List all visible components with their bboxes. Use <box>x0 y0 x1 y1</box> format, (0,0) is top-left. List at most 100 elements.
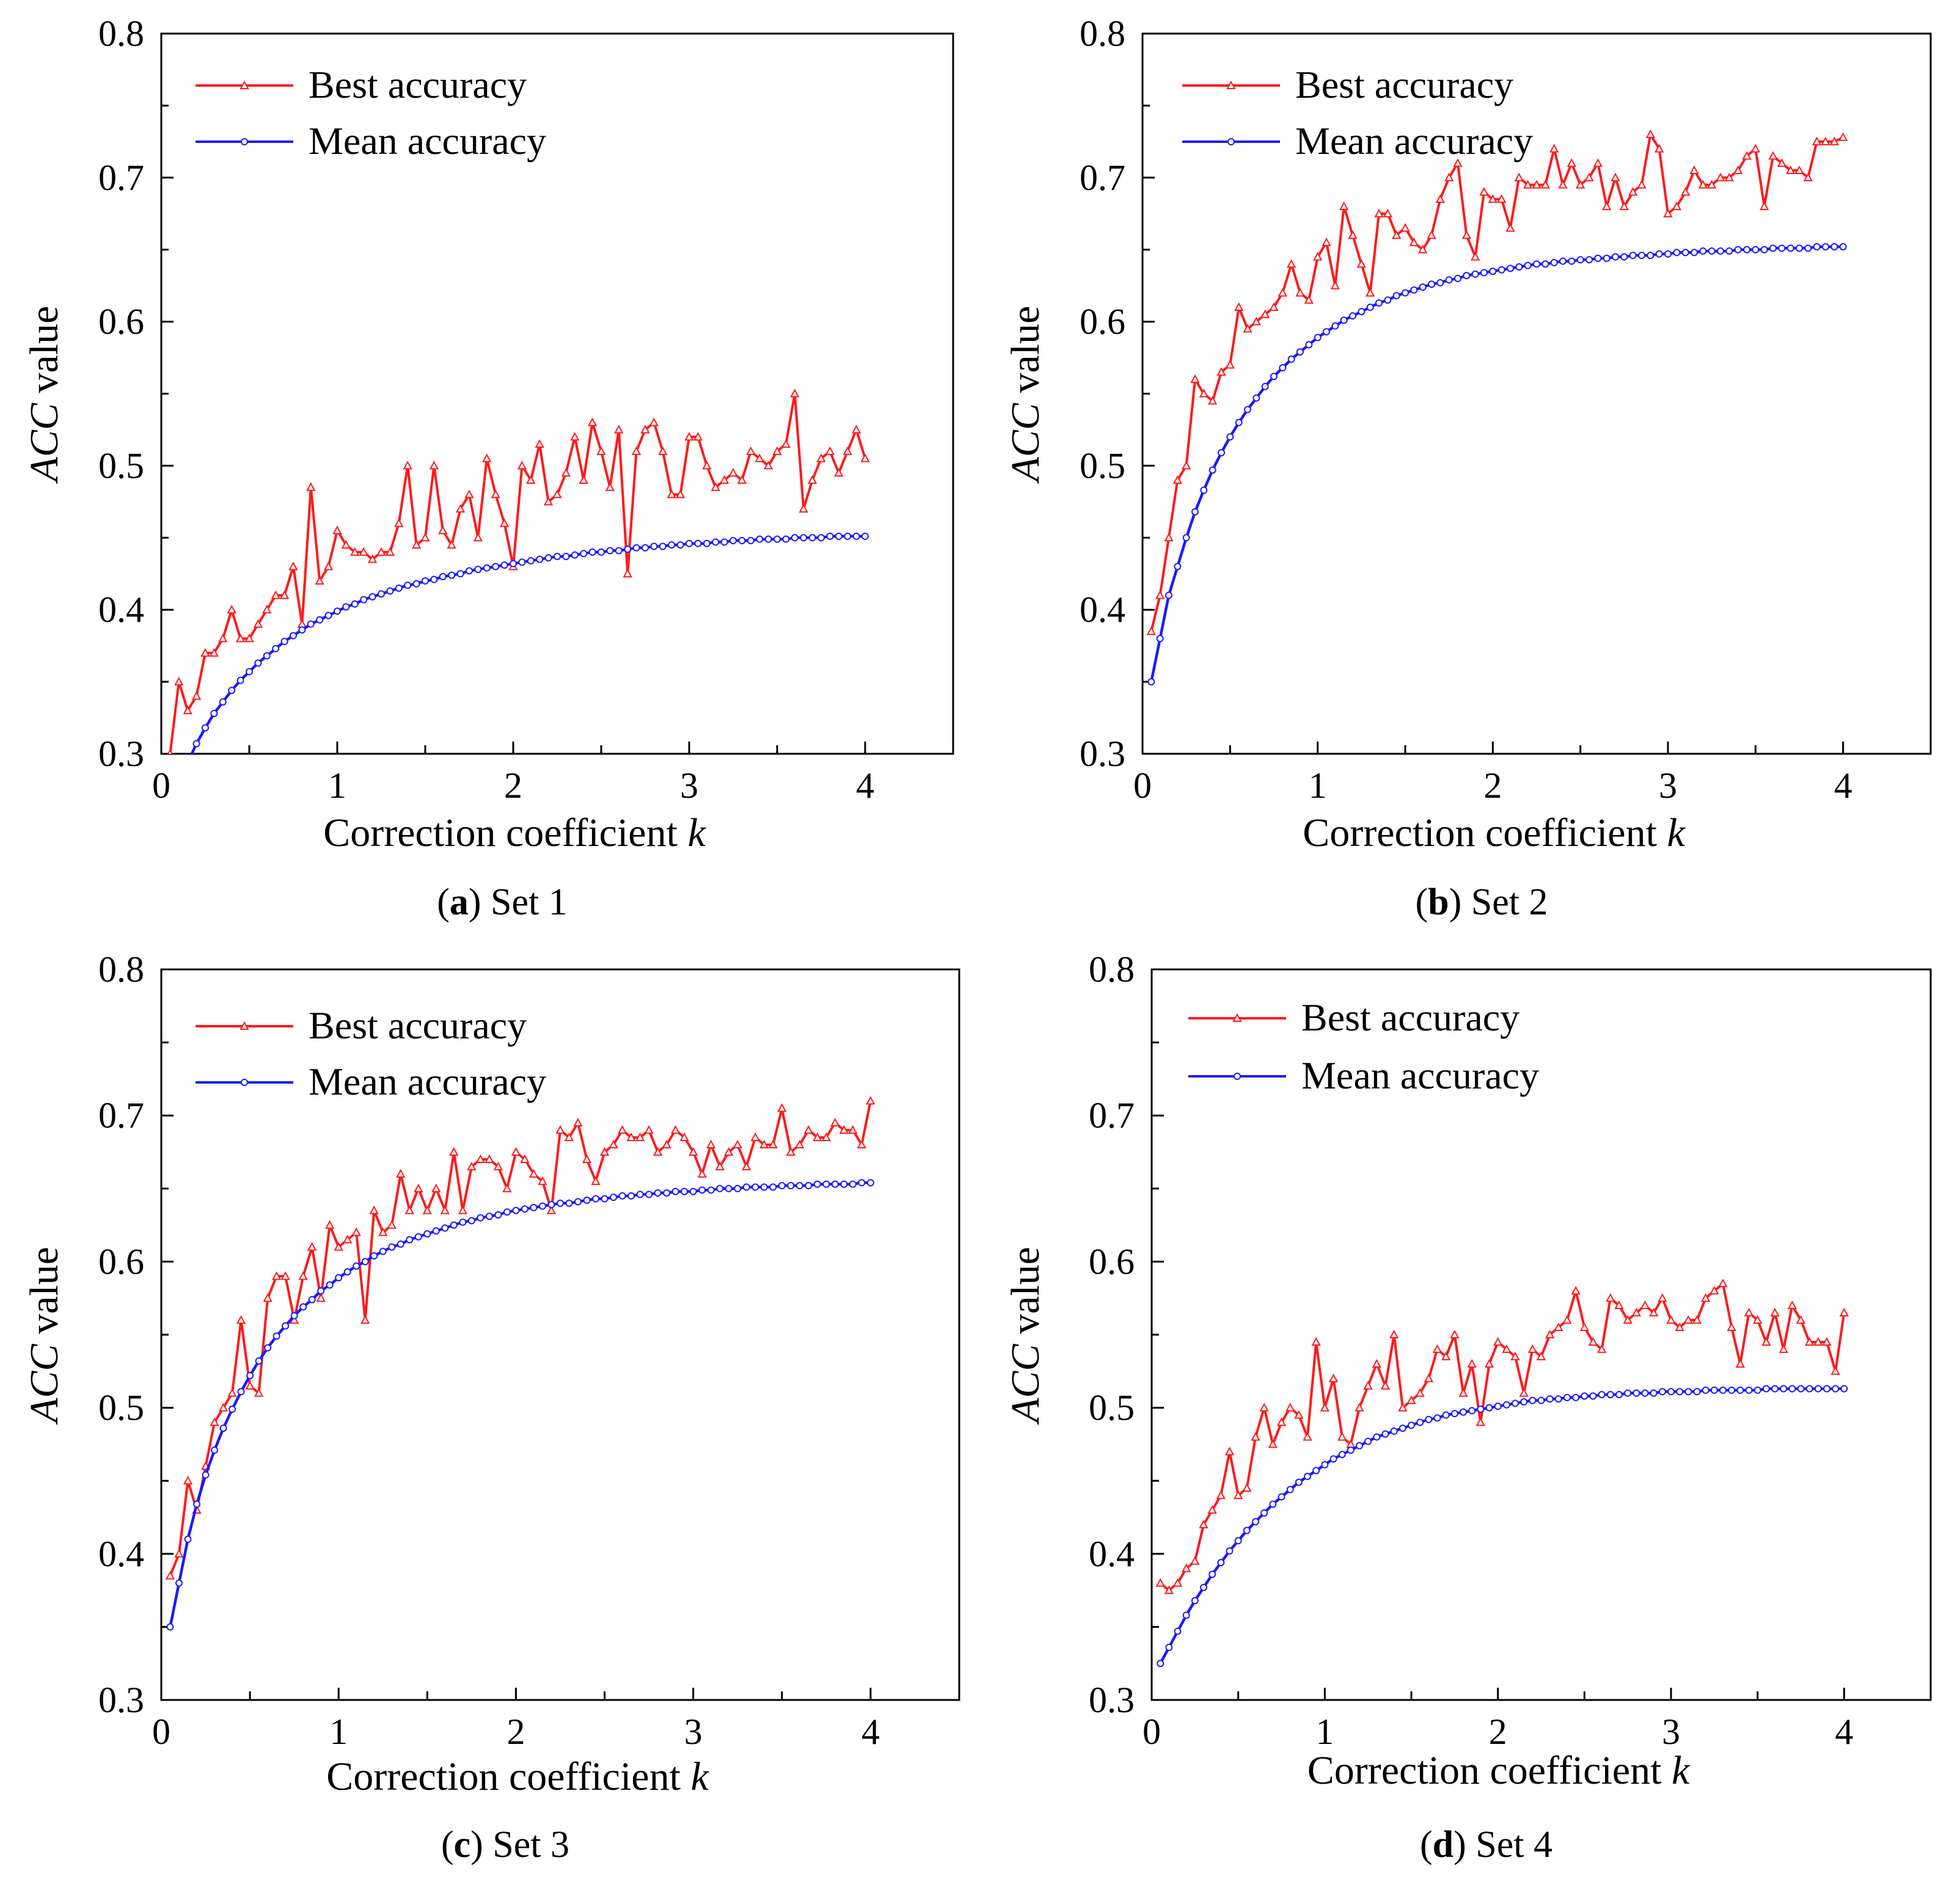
data-point <box>1814 1385 1822 1393</box>
data-point <box>1400 223 1410 232</box>
data-point <box>671 1187 679 1195</box>
data-point <box>1358 308 1366 316</box>
y-axis-label-text: value <box>1003 1247 1048 1344</box>
series-best-accuracy <box>1146 129 1848 635</box>
data-point <box>1349 312 1356 320</box>
data-point <box>298 626 306 634</box>
data-point <box>1663 208 1673 217</box>
data-point <box>1356 1442 1363 1450</box>
series-mean-accuracy <box>1157 1385 1848 1668</box>
data-point <box>1391 230 1402 239</box>
series-best-accuracy <box>165 1096 876 1580</box>
x-axis-label: Correction coefficient k <box>323 811 706 855</box>
data-point <box>1717 247 1724 255</box>
data-point <box>202 1471 210 1479</box>
data-point <box>1603 254 1611 262</box>
data-point <box>184 1535 192 1543</box>
data-point <box>676 541 684 549</box>
data-point <box>640 425 650 434</box>
y-tick-label: 0.5 <box>1080 445 1125 486</box>
data-point <box>494 1211 502 1219</box>
data-point <box>689 1187 697 1195</box>
panel-caption-tag: a <box>450 881 469 923</box>
data-point <box>316 616 324 624</box>
data-point <box>679 1132 689 1142</box>
data-point <box>538 1176 547 1185</box>
data-point <box>1770 1308 1780 1317</box>
x-tick-label: 2 <box>1489 1712 1507 1752</box>
data-point <box>227 605 236 614</box>
data-point <box>1269 302 1279 312</box>
data-point <box>262 605 272 614</box>
data-point <box>706 1139 716 1149</box>
data-point <box>1374 208 1384 217</box>
data-point <box>1355 1402 1364 1412</box>
data-point <box>1311 1337 1321 1346</box>
data-point <box>1779 1344 1788 1353</box>
data-point <box>492 563 500 571</box>
data-point <box>756 535 764 543</box>
data-point <box>1442 1411 1450 1419</box>
data-point <box>1416 1418 1424 1426</box>
data-point <box>1700 1293 1711 1302</box>
legend: Best accuracy Mean accuracy <box>196 63 546 162</box>
legend-label: Mean accuracy <box>309 119 546 162</box>
data-point <box>202 724 209 732</box>
data-point <box>1579 1322 1590 1332</box>
data-point <box>290 1311 298 1319</box>
data-point <box>596 446 606 455</box>
data-point <box>1312 252 1323 261</box>
data-point <box>564 1132 574 1142</box>
data-point <box>1567 158 1577 167</box>
data-point <box>1347 1446 1355 1454</box>
data-point <box>1514 172 1524 181</box>
data-point <box>781 439 791 448</box>
data-point <box>315 575 324 585</box>
y-tick-label: 0.3 <box>98 1680 144 1720</box>
data-point <box>583 1196 591 1204</box>
data-point <box>1759 201 1769 210</box>
data-point <box>1575 180 1585 189</box>
data-point <box>1699 247 1707 255</box>
data-point <box>1571 1286 1581 1295</box>
data-point <box>1830 1366 1840 1375</box>
x-tick-label: 3 <box>680 765 698 806</box>
data-point <box>1641 1389 1649 1397</box>
data-point <box>1725 247 1733 255</box>
data-point <box>1549 144 1559 153</box>
data-point <box>341 540 351 549</box>
data-point <box>554 552 561 560</box>
data-point <box>1200 1583 1207 1591</box>
data-point <box>1312 1467 1320 1475</box>
data-point <box>420 533 430 542</box>
data-point <box>1536 1351 1546 1360</box>
data-point <box>1675 1322 1684 1332</box>
data-point <box>1762 1385 1770 1393</box>
data-point <box>360 1315 370 1324</box>
data-point <box>730 537 737 545</box>
data-point <box>582 1154 592 1163</box>
data-point <box>1419 283 1427 291</box>
panel-caption-text: ) Set 4 <box>1454 1824 1552 1866</box>
y-tick-label: 0.3 <box>1089 1680 1135 1720</box>
x-tick-label: 2 <box>504 765 522 806</box>
data-point <box>1164 533 1174 542</box>
data-point <box>1706 180 1717 189</box>
panel-caption-text: ) Set 3 <box>470 1824 569 1866</box>
data-point <box>592 1195 600 1203</box>
data-point <box>1502 1401 1510 1409</box>
data-point <box>1650 1389 1658 1397</box>
data-point <box>849 1180 857 1188</box>
panel-caption: (d) Set 4 <box>1420 1824 1552 1866</box>
data-point <box>737 475 747 484</box>
data-point <box>659 542 667 550</box>
data-point <box>1181 1563 1191 1572</box>
data-point <box>773 535 781 543</box>
data-point <box>1155 1578 1165 1587</box>
data-point <box>1523 180 1533 189</box>
data-point <box>587 417 598 426</box>
data-point <box>422 1205 433 1214</box>
y-tick-label: 0.8 <box>1089 949 1135 990</box>
data-point <box>412 580 420 588</box>
data-point <box>1550 258 1558 266</box>
